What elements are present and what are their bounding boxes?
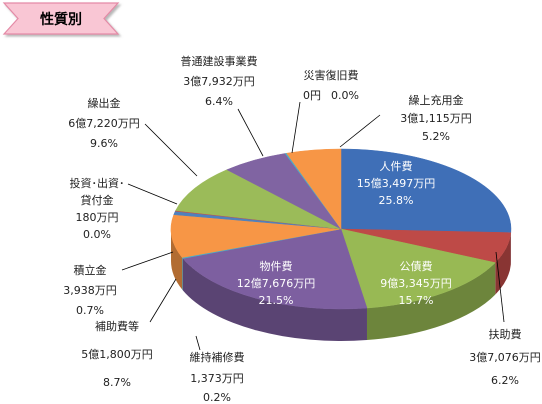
leader-line-災害復旧費 [291, 101, 301, 154]
label-name: 公債費 [400, 259, 433, 273]
label-pct: 6.2% [491, 374, 519, 387]
label-name: 災害復旧費 [304, 68, 359, 82]
title-badge: 性質別 [2, 2, 120, 35]
label-name-1: 投資･出資･ [70, 176, 125, 190]
label-amount: 1,373万円 [190, 372, 244, 385]
label-name: 積立金 [74, 263, 107, 277]
leader-line-維持補修費 [195, 335, 201, 351]
label-pct: 25.8% [379, 194, 414, 207]
label-pct: 21.5% [259, 294, 294, 307]
label-name: 扶助費 [489, 327, 522, 341]
label-pct: 6.4% [205, 95, 233, 108]
title-badge-text: 性質別 [40, 11, 82, 28]
label-name-2: 貸付金 [81, 193, 114, 207]
label-pct: 9.6% [90, 137, 118, 150]
label-amount-pct: 0円 0.0% [303, 89, 359, 102]
slice-label-tsumitatekin: 積立金 3,938万円 0.7% [63, 263, 117, 317]
label-pct: 0.2% [203, 391, 231, 404]
label-pct: 8.7% [103, 376, 131, 389]
pie-side-維持補修費 [182, 257, 183, 291]
pie-3d-group [170, 148, 512, 341]
slice-label-bukkenhi: 物件費 12億7,676万円 21.5% [237, 259, 316, 307]
slice-label-fujohi: 扶助費 3億7,076万円 6.2% [469, 327, 541, 387]
slice-label-toushi: 投資･出資･ 貸付金 180万円 0.0% [70, 176, 125, 241]
title-badge-shape [2, 2, 120, 35]
slice-label-hojohitou: 補助費等 5億1,800万円 8.7% [81, 319, 153, 389]
slice-label-kuridashikin: 繰出金 6億7,220万円 9.6% [68, 96, 140, 150]
label-name: 繰出金 [88, 96, 121, 110]
slice-label-futsuukensetsu: 普通建設事業費 3億7,932万円 6.4% [181, 54, 258, 108]
label-pct: 5.2% [422, 130, 450, 143]
pie-slice-繰出金 [175, 169, 342, 230]
label-amount: 9億3,345万円 [380, 277, 452, 290]
leader-line-積立金 [121, 251, 174, 271]
pie-side-公債費 [366, 262, 496, 341]
label-name: 普通建設事業費 [181, 54, 258, 68]
slice-label-jinkenhi: 人件費 15億3,497万円 25.8% [357, 159, 436, 207]
label-amount: 3億7,932万円 [183, 75, 255, 88]
label-name: 維持補修費 [190, 350, 245, 364]
leader-line-補助費等 [149, 278, 177, 323]
label-pct: 0.0% [331, 89, 359, 102]
label-amount: 3億7,076万円 [469, 351, 541, 364]
label-amount: 0円 [303, 89, 321, 102]
label-amount: 6億7,220万円 [68, 117, 140, 130]
pie-slice-物件費 [182, 228, 368, 310]
label-pct: 0.0% [83, 228, 111, 241]
label-amount: 3億1,115万円 [400, 112, 472, 125]
leader-line-繰出金 [144, 123, 198, 177]
label-amount: 3,938万円 [63, 284, 117, 297]
label-amount: 180万円 [76, 211, 119, 224]
slice-label-saigaifukkyu: 災害復旧費 0円 0.0% [303, 68, 359, 102]
label-pct: 15.7% [399, 294, 434, 307]
label-pct: 0.7% [76, 304, 104, 317]
slice-label-kuriagejuuyoukin: 繰上充用金 3億1,115万円 5.2% [400, 93, 472, 143]
leader-lines [121, 101, 505, 351]
pie-slice-人件費 [340, 148, 512, 233]
pie-side-物件費 [182, 258, 367, 341]
label-name: 繰上充用金 [409, 93, 464, 107]
label-amount: 15億3,497万円 [357, 177, 436, 190]
leader-line-投資・出資・貸付金 [127, 183, 178, 205]
slice-label-kousaihi: 公債費 9億3,345万円 15.7% [380, 259, 452, 307]
slice-label-ijihoshuhi: 維持補修費 1,373万円 0.2% [190, 350, 245, 404]
pie-slice-公債費 [340, 228, 496, 309]
label-name: 物件費 [260, 259, 293, 273]
label-amount: 12億7,676万円 [237, 277, 316, 290]
label-amount: 5億1,800万円 [81, 348, 153, 361]
label-name: 補助費等 [95, 319, 139, 333]
pie-top-faces [170, 148, 512, 310]
leader-line-繰上充用金 [339, 114, 381, 148]
label-name: 人件費 [380, 159, 413, 173]
leader-line-普通建設事業費 [237, 108, 264, 157]
leader-line-扶助費 [495, 251, 505, 323]
pie-slice-繰上充用金 [286, 148, 342, 230]
